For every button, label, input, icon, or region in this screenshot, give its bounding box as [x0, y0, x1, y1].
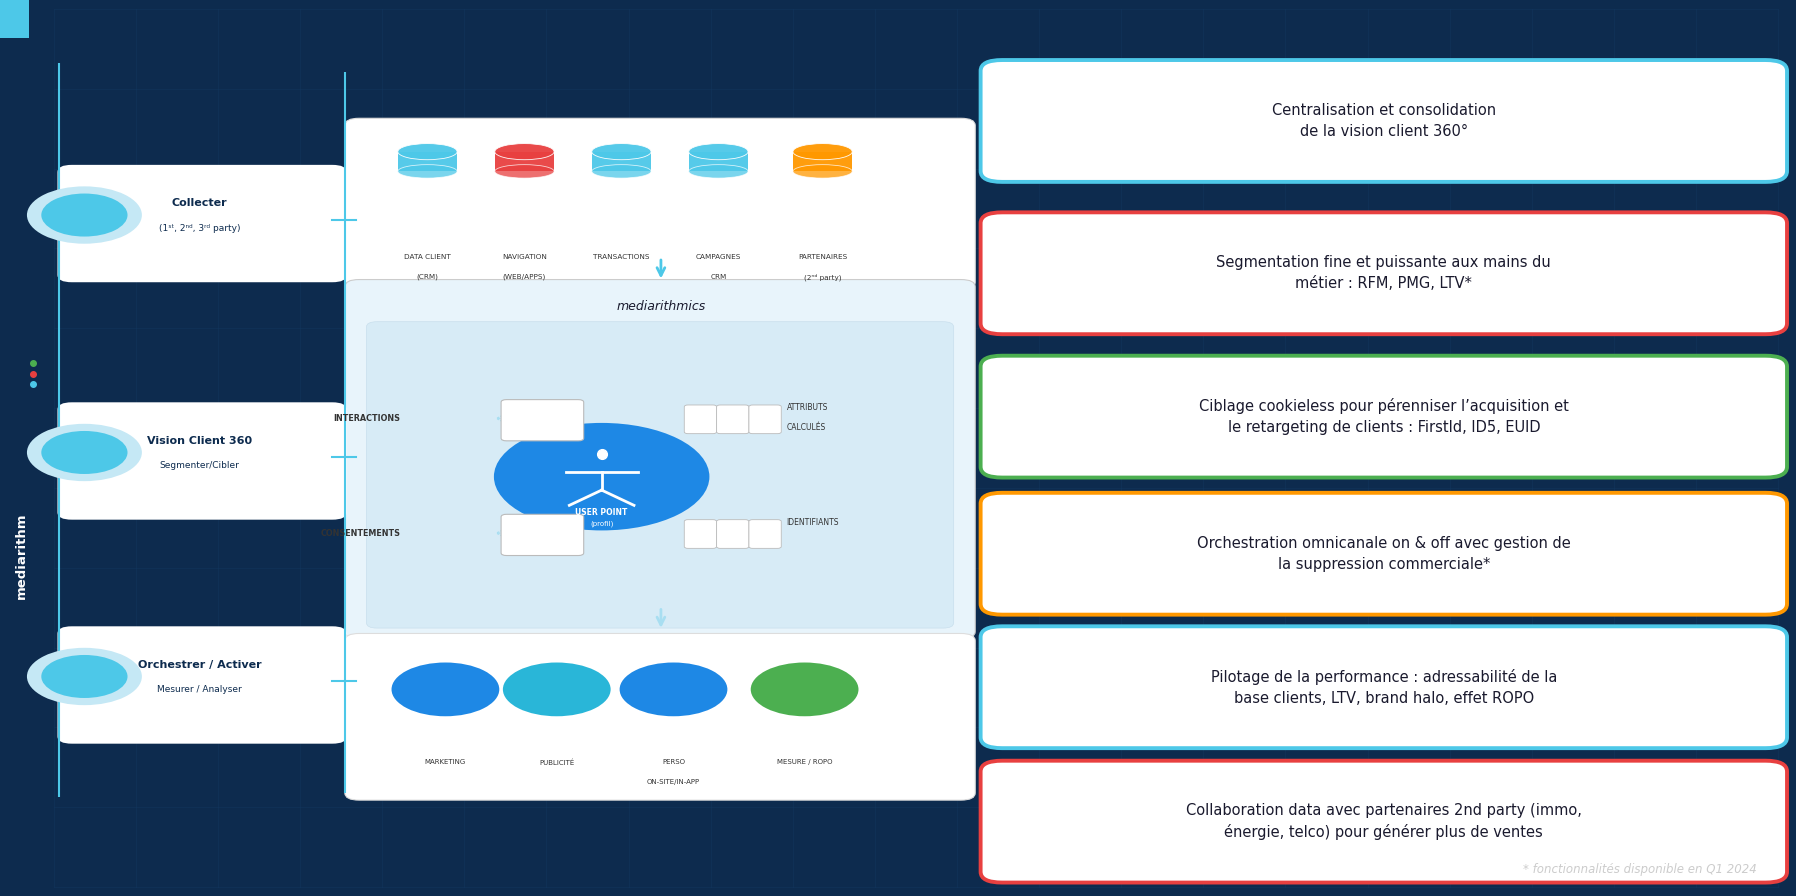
FancyBboxPatch shape: [981, 212, 1787, 334]
Bar: [0, 0, 29, 38]
Text: MARKETING: MARKETING: [426, 760, 465, 765]
Text: (2ⁿᵈ party): (2ⁿᵈ party): [805, 274, 841, 281]
Text: Orchestration omnicanale on & off avec gestion de
la suppression commerciale*: Orchestration omnicanale on & off avec g…: [1196, 536, 1572, 572]
FancyBboxPatch shape: [501, 514, 584, 556]
Text: (CRM): (CRM): [417, 274, 438, 280]
Bar: [688, 151, 747, 171]
FancyBboxPatch shape: [981, 60, 1787, 182]
Text: ATTRIBUTS: ATTRIBUTS: [787, 403, 828, 412]
FancyBboxPatch shape: [749, 520, 781, 548]
Ellipse shape: [494, 143, 553, 159]
Text: CRM: CRM: [709, 274, 727, 280]
Bar: [591, 151, 650, 171]
Ellipse shape: [690, 143, 749, 159]
Text: CAMPAGNES: CAMPAGNES: [695, 254, 742, 260]
FancyBboxPatch shape: [684, 405, 717, 434]
Ellipse shape: [591, 165, 650, 178]
Text: TRANSACTIONS: TRANSACTIONS: [593, 254, 650, 260]
Circle shape: [41, 431, 128, 474]
Text: * fonctionnalités disponible en Q1 2024: * fonctionnalités disponible en Q1 2024: [1523, 863, 1756, 876]
Text: (profil): (profil): [589, 520, 614, 527]
Text: NAVIGATION: NAVIGATION: [503, 254, 546, 260]
FancyBboxPatch shape: [684, 520, 717, 548]
Bar: [397, 151, 456, 171]
Text: Centralisation et consolidation
de la vision client 360°: Centralisation et consolidation de la vi…: [1272, 103, 1496, 139]
Text: DATA CLIENT: DATA CLIENT: [404, 254, 451, 260]
Text: MESURE / ROPO: MESURE / ROPO: [778, 760, 832, 765]
FancyBboxPatch shape: [501, 400, 584, 441]
Circle shape: [27, 186, 142, 244]
Text: CONSENTEMENTS: CONSENTEMENTS: [320, 529, 401, 538]
FancyBboxPatch shape: [57, 165, 347, 282]
FancyBboxPatch shape: [345, 280, 975, 639]
FancyBboxPatch shape: [981, 493, 1787, 615]
Text: Collaboration data avec partenaires 2nd party (immo,
énergie, telco) pour génére: Collaboration data avec partenaires 2nd …: [1185, 803, 1582, 840]
FancyBboxPatch shape: [57, 626, 347, 744]
Text: PARTENAIRES: PARTENAIRES: [797, 254, 848, 260]
Circle shape: [494, 423, 709, 530]
FancyBboxPatch shape: [57, 402, 347, 520]
Text: Vision Client 360: Vision Client 360: [147, 435, 251, 446]
Text: (1ˢᵗ, 2ⁿᵈ, 3ʳᵈ party): (1ˢᵗ, 2ⁿᵈ, 3ʳᵈ party): [158, 224, 241, 233]
Ellipse shape: [792, 143, 853, 159]
Circle shape: [392, 662, 499, 716]
Ellipse shape: [494, 165, 553, 178]
Circle shape: [620, 662, 727, 716]
Text: IDENTIFIANTS: IDENTIFIANTS: [787, 518, 839, 527]
Text: (WEB/APPS): (WEB/APPS): [503, 274, 546, 280]
Ellipse shape: [591, 143, 650, 159]
Text: mediarithm: mediarithm: [14, 513, 29, 599]
Text: Mesurer / Analyser: Mesurer / Analyser: [156, 685, 242, 694]
Text: PUBLICITÉ: PUBLICITÉ: [539, 760, 575, 766]
Text: PERSO: PERSO: [663, 760, 684, 765]
Ellipse shape: [690, 165, 749, 178]
Bar: [792, 151, 851, 171]
Circle shape: [27, 648, 142, 705]
Text: ON-SITE/IN-APP: ON-SITE/IN-APP: [647, 780, 700, 785]
FancyBboxPatch shape: [981, 626, 1787, 748]
Circle shape: [41, 194, 128, 237]
Ellipse shape: [397, 165, 456, 178]
Bar: [494, 151, 553, 171]
Text: Pilotage de la performance : adressabilité de la
base clients, LTV, brand halo, : Pilotage de la performance : adressabili…: [1211, 668, 1557, 706]
Text: INTERACTIONS: INTERACTIONS: [334, 414, 401, 423]
FancyBboxPatch shape: [345, 633, 975, 800]
Text: USER POINT: USER POINT: [575, 508, 629, 517]
Circle shape: [751, 662, 858, 716]
FancyBboxPatch shape: [345, 118, 975, 289]
Text: Ciblage cookieless pour pérenniser l’acquisition et
le retargeting de clients : : Ciblage cookieless pour pérenniser l’acq…: [1200, 398, 1568, 435]
FancyBboxPatch shape: [717, 520, 749, 548]
FancyBboxPatch shape: [981, 761, 1787, 883]
Text: Segmentation fine et puissante aux mains du
métier : RFM, PMG, LTV*: Segmentation fine et puissante aux mains…: [1216, 255, 1552, 291]
Circle shape: [503, 662, 611, 716]
Text: Segmenter/Cibler: Segmenter/Cibler: [160, 461, 239, 470]
FancyBboxPatch shape: [717, 405, 749, 434]
Ellipse shape: [792, 165, 853, 178]
Ellipse shape: [397, 143, 456, 159]
Circle shape: [41, 655, 128, 698]
FancyBboxPatch shape: [749, 405, 781, 434]
Text: Orchestrer / Activer: Orchestrer / Activer: [138, 659, 260, 670]
Text: CALCULÉS: CALCULÉS: [787, 423, 826, 432]
Circle shape: [27, 424, 142, 481]
Text: Collecter: Collecter: [172, 198, 226, 209]
FancyBboxPatch shape: [981, 356, 1787, 478]
Text: mediarithmics: mediarithmics: [616, 300, 706, 313]
FancyBboxPatch shape: [366, 322, 954, 628]
